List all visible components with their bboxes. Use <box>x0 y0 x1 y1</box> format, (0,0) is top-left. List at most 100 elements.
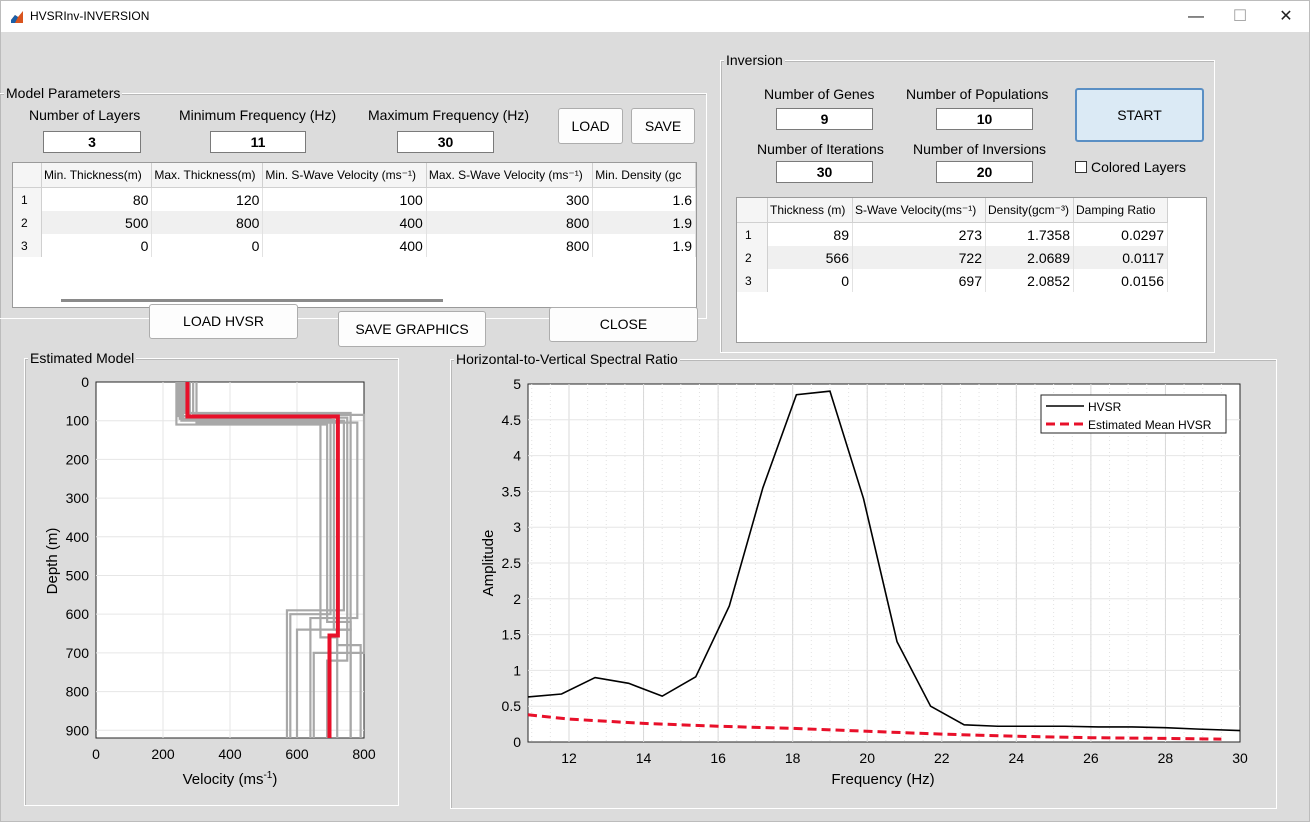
y-tick-label: 1.5 <box>502 627 522 643</box>
y-tick-label: 800 <box>66 684 90 700</box>
load-button[interactable]: LOAD <box>558 108 623 144</box>
y-tick-label: 300 <box>66 490 90 506</box>
table-row[interactable]: 1 80 120 100 300 1.6 <box>13 187 696 211</box>
table-row[interactable]: 2 500 800 400 800 1.9 <box>13 211 696 234</box>
load-hvsr-button[interactable]: LOAD HVSR <box>149 304 298 339</box>
table-cell[interactable]: 300 <box>426 187 594 211</box>
colored-layers-label: Colored Layers <box>1091 159 1186 175</box>
inversion-title: Inversion <box>724 52 785 68</box>
model-x-axis-label: Velocity (ms-1) <box>183 770 278 788</box>
row-header: 2 <box>737 246 768 269</box>
num-layers-input[interactable]: 3 <box>43 131 141 153</box>
min-frequency-input[interactable]: 11 <box>210 131 306 153</box>
best-model-line <box>185 382 340 738</box>
legend: HVSR Estimated Mean HVSR <box>1040 394 1227 434</box>
close-window-button[interactable]: ✕ <box>1279 8 1293 25</box>
colored-layers-checkbox[interactable] <box>1075 161 1087 173</box>
table-cell[interactable]: 1.7358 <box>985 222 1074 246</box>
table-cell[interactable]: 0 <box>767 269 853 292</box>
y-tick-label: 1 <box>513 662 521 678</box>
iterations-input[interactable]: 30 <box>776 161 873 183</box>
table-row[interactable]: 3 0 697 2.0852 0.0156 <box>737 269 1168 292</box>
max-frequency-input[interactable]: 30 <box>397 131 494 153</box>
inversion-panel <box>720 60 1215 353</box>
table-cell[interactable]: 0 <box>151 234 264 257</box>
table-header: Max. Thickness(m) <box>151 163 264 188</box>
y-tick-label: 600 <box>66 606 90 622</box>
table-header: Min. S-Wave Velocity (ms⁻¹) <box>262 163 427 188</box>
y-tick-label: 4 <box>513 448 521 464</box>
table-cell[interactable]: 0.0117 <box>1073 246 1168 269</box>
table-row[interactable]: 2 566 722 2.0689 0.0117 <box>737 246 1168 269</box>
table-cell[interactable]: 722 <box>852 246 986 269</box>
model-parameters-title: Model Parameters <box>4 85 123 101</box>
max-frequency-label: Maximum Frequency (Hz) <box>368 107 530 123</box>
table-cell[interactable]: 89 <box>767 222 853 246</box>
start-button[interactable]: START <box>1075 88 1204 142</box>
table-cell[interactable]: 1.9 <box>592 234 696 257</box>
table-cell[interactable]: 120 <box>151 187 264 211</box>
y-tick-label: 3 <box>513 519 521 535</box>
x-tick-label: 0 <box>92 746 100 762</box>
table-cell[interactable]: 100 <box>262 187 427 211</box>
legend-hvsr: HVSR <box>1088 400 1122 414</box>
table-header: Density(gcm⁻³) <box>985 198 1074 223</box>
y-tick-label: 400 <box>66 529 90 545</box>
x-tick-label: 24 <box>1009 750 1025 766</box>
x-tick-label: 600 <box>285 746 309 762</box>
close-button[interactable]: CLOSE <box>549 307 698 342</box>
x-tick-label: 400 <box>218 746 242 762</box>
candidate-model-line <box>182 382 352 738</box>
estimated-mean-hvsr-line <box>527 713 1222 741</box>
table-header: Min. Density (gc <box>592 163 696 188</box>
table-cell[interactable]: 400 <box>262 234 427 257</box>
minimize-button[interactable]: — <box>1188 8 1204 25</box>
row-header: 3 <box>737 269 768 292</box>
save-button[interactable]: SAVE <box>631 108 695 144</box>
table-cell[interactable]: 800 <box>151 211 264 234</box>
y-tick-label: 200 <box>66 451 90 467</box>
table-cell[interactable]: 80 <box>41 187 153 211</box>
table-cell[interactable]: 2.0852 <box>985 269 1074 292</box>
table-cell[interactable]: 500 <box>41 211 153 234</box>
table-cell[interactable]: 697 <box>852 269 986 292</box>
model-parameters-table[interactable]: Min. Thickness(m) Max. Thickness(m) Min.… <box>12 162 697 308</box>
x-tick-label: 800 <box>352 746 376 762</box>
table-cell[interactable]: 1.9 <box>592 211 696 234</box>
y-tick-label: 2.5 <box>502 555 522 571</box>
y-tick-label: 900 <box>66 722 90 738</box>
save-graphics-button[interactable]: SAVE GRAPHICS <box>338 311 486 347</box>
table-cell[interactable]: 800 <box>426 211 594 234</box>
table-cell[interactable]: 566 <box>767 246 853 269</box>
table-cell[interactable]: 400 <box>262 211 427 234</box>
table-cell[interactable]: 0.0297 <box>1073 222 1168 246</box>
row-header: 2 <box>13 211 42 234</box>
table-cell[interactable]: 1.6 <box>592 187 696 211</box>
y-tick-label: 3.5 <box>502 483 522 499</box>
table-row[interactable]: 3 0 0 400 800 1.9 <box>13 234 696 257</box>
table-cell[interactable]: 273 <box>852 222 986 246</box>
inversions-input[interactable]: 20 <box>936 161 1033 183</box>
legend-mean-hvsr: Estimated Mean HVSR <box>1088 418 1212 432</box>
x-tick-label: 14 <box>636 750 652 766</box>
table-cell[interactable]: 800 <box>426 234 594 257</box>
inversion-results-table[interactable]: Thickness (m) S-Wave Velocity(ms⁻¹) Dens… <box>736 197 1207 343</box>
model-y-axis-label: Depth (m) <box>44 528 61 595</box>
y-tick-label: 0 <box>513 734 521 750</box>
table-cell[interactable]: 0 <box>41 234 153 257</box>
y-tick-label: 2 <box>513 591 521 607</box>
table-header: Damping Ratio <box>1073 198 1168 223</box>
table-header-corner <box>737 198 768 223</box>
table-cell[interactable]: 0.0156 <box>1073 269 1168 292</box>
table-cell[interactable]: 2.0689 <box>985 246 1074 269</box>
maximize-button[interactable]: ☐ <box>1232 8 1248 25</box>
table-row[interactable]: 1 89 273 1.7358 0.0297 <box>737 222 1168 246</box>
iterations-label: Number of Iterations <box>757 141 884 157</box>
populations-input[interactable]: 10 <box>936 108 1033 130</box>
hvsr-title: Horizontal-to-Vertical Spectral Ratio <box>454 351 680 367</box>
genes-input[interactable]: 9 <box>776 108 873 130</box>
y-tick-label: 700 <box>66 645 90 661</box>
horizontal-scrollbar[interactable] <box>61 299 443 302</box>
hvsr-x-axis-label: Frequency (Hz) <box>831 771 934 788</box>
table-header: S-Wave Velocity(ms⁻¹) <box>852 198 986 223</box>
